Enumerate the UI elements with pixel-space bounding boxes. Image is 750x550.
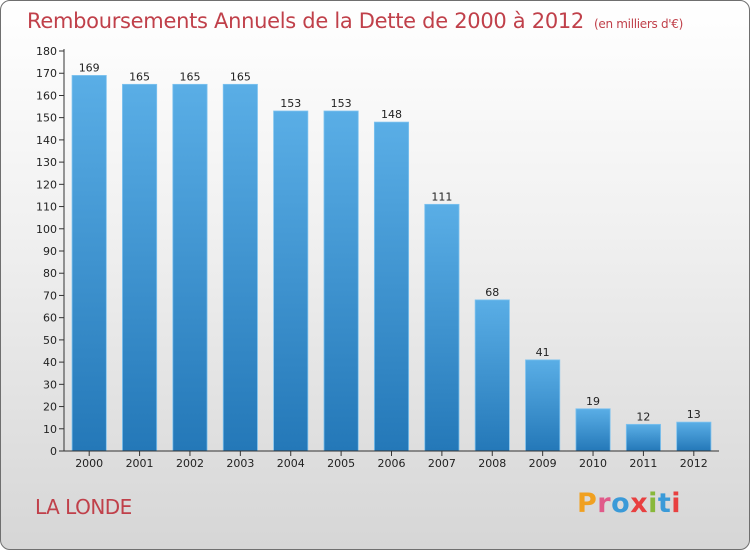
chart-title: Remboursements Annuels de la Dette de 20… <box>27 9 683 33</box>
bar-2009 <box>525 359 561 452</box>
y-tick-label: 60 <box>43 312 57 325</box>
y-tick-label: 40 <box>43 356 57 369</box>
city-name: LA LONDE <box>35 495 132 519</box>
x-tick-label-2004: 2004 <box>277 457 305 470</box>
x-tick-label-2009: 2009 <box>529 457 557 470</box>
y-tick-label: 50 <box>43 334 57 347</box>
y-tick-label: 90 <box>43 245 57 258</box>
y-tick-label: 150 <box>36 112 57 125</box>
x-tick-label-2008: 2008 <box>478 457 506 470</box>
data-label-2008: 68 <box>485 286 499 299</box>
x-tick-label-2001: 2001 <box>126 457 154 470</box>
y-tick-label: 110 <box>36 201 57 214</box>
y-tick-label: 100 <box>36 223 57 236</box>
title-unit: (en milliers d'€) <box>594 17 684 31</box>
proxiti-logo: Proxiti <box>577 488 682 519</box>
bar-2006 <box>373 121 410 452</box>
y-tick-label: 70 <box>43 289 57 302</box>
data-label-2010: 19 <box>586 395 600 408</box>
bar-2003 <box>222 83 258 452</box>
y-tick-label: 130 <box>36 156 57 169</box>
y-tick-label: 180 <box>36 45 57 58</box>
bar-2012 <box>676 421 712 452</box>
y-tick-label: 10 <box>43 423 57 436</box>
x-tick-label-2012: 2012 <box>680 457 708 470</box>
bar-2005 <box>323 110 359 452</box>
y-tick-label: 140 <box>36 134 57 147</box>
x-tick-label-2010: 2010 <box>579 457 607 470</box>
title-text: Remboursements Annuels de la Dette de 20… <box>27 9 584 33</box>
x-tick-label-2005: 2005 <box>327 457 355 470</box>
data-label-2001: 165 <box>129 70 150 83</box>
x-tick-label-2006: 2006 <box>378 457 406 470</box>
data-label-2011: 12 <box>636 410 650 423</box>
data-label-2007: 111 <box>431 190 452 203</box>
bar-2011 <box>625 423 661 452</box>
x-tick-label-2011: 2011 <box>629 457 657 470</box>
data-label-2000: 169 <box>79 61 100 74</box>
y-tick-label: 20 <box>43 401 57 414</box>
data-label-2002: 165 <box>179 70 200 83</box>
data-label-2009: 41 <box>536 346 550 359</box>
data-label-2004: 153 <box>280 97 301 110</box>
data-label-2006: 148 <box>381 108 402 121</box>
y-tick-label: 80 <box>43 267 57 280</box>
bar-2001 <box>122 83 158 452</box>
y-tick-label: 120 <box>36 178 57 191</box>
data-label-2003: 165 <box>230 70 251 83</box>
x-tick-label-2002: 2002 <box>176 457 204 470</box>
bar-2002 <box>172 83 208 452</box>
x-tick-label-2000: 2000 <box>75 457 103 470</box>
y-tick-label: 160 <box>36 89 57 102</box>
data-label-2005: 153 <box>331 97 352 110</box>
bar-2004 <box>273 110 309 452</box>
y-tick-label: 0 <box>50 445 57 458</box>
data-label-2012: 13 <box>687 408 701 421</box>
x-tick-label-2007: 2007 <box>428 457 456 470</box>
bar-2000 <box>71 75 107 452</box>
y-tick-label: 170 <box>36 67 57 80</box>
bar-2008 <box>474 299 510 452</box>
bar-2007 <box>424 203 460 452</box>
x-tick-label-2003: 2003 <box>226 457 254 470</box>
bar-2010 <box>575 408 611 452</box>
y-tick-label: 30 <box>43 378 57 391</box>
